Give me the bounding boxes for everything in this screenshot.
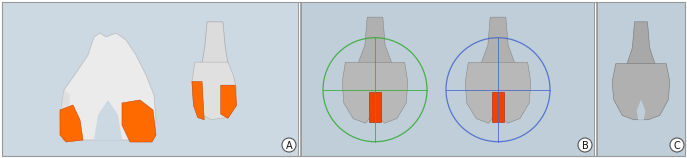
Polygon shape	[192, 82, 204, 120]
Circle shape	[282, 138, 296, 152]
Bar	[597, 2, 685, 156]
Polygon shape	[94, 100, 122, 140]
Polygon shape	[492, 92, 504, 122]
Bar	[301, 2, 594, 156]
Polygon shape	[358, 17, 392, 64]
Polygon shape	[481, 17, 515, 64]
Polygon shape	[60, 90, 70, 120]
Polygon shape	[369, 92, 381, 122]
Bar	[2, 2, 298, 156]
Polygon shape	[192, 62, 236, 120]
Polygon shape	[612, 64, 670, 120]
Polygon shape	[60, 33, 156, 140]
Polygon shape	[492, 101, 504, 123]
Polygon shape	[369, 101, 381, 123]
Polygon shape	[627, 22, 655, 65]
Polygon shape	[637, 100, 645, 120]
Polygon shape	[202, 22, 228, 64]
Polygon shape	[221, 85, 236, 118]
Polygon shape	[60, 105, 83, 142]
Polygon shape	[465, 62, 531, 123]
Polygon shape	[342, 62, 408, 123]
Text: B: B	[582, 141, 588, 151]
Polygon shape	[122, 100, 156, 142]
Text: C: C	[674, 141, 680, 151]
Circle shape	[578, 138, 592, 152]
Circle shape	[670, 138, 684, 152]
Text: A: A	[286, 141, 292, 151]
